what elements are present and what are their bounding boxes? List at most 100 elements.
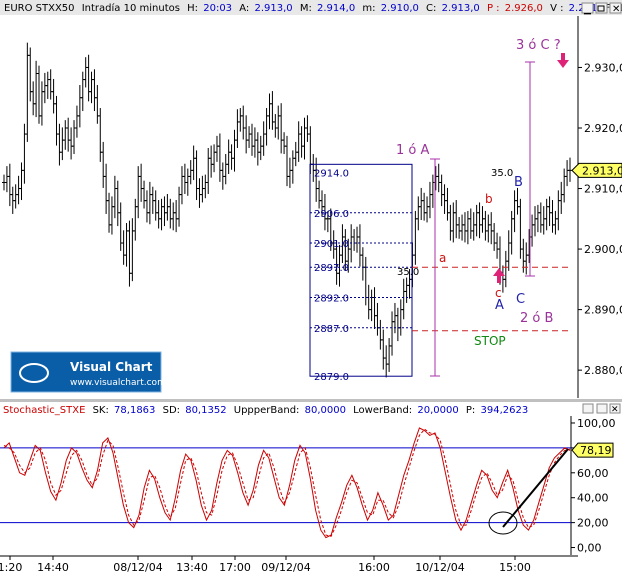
stoch-bands bbox=[0, 447, 571, 524]
trendline-annotation bbox=[502, 448, 569, 528]
c-label: C: bbox=[426, 3, 436, 14]
label-b: b bbox=[485, 192, 493, 206]
price-bars bbox=[2, 42, 572, 378]
fib-level-label: 2892.0 bbox=[314, 294, 349, 305]
last-price-value: 2.913,0 bbox=[582, 164, 622, 177]
wave-annotations: 1 ó A 3 ó C ? 2 ó B B C A b a c STOP 35.… bbox=[396, 38, 569, 377]
price-y-ticks: 2.880,0 2.890,0 2.900,0 2.910,0 2.920,0 2.930… bbox=[578, 61, 622, 377]
up-arrow-icon bbox=[493, 268, 505, 283]
retracement-pct-2: 35.0 bbox=[397, 267, 419, 278]
h-label: H: bbox=[187, 3, 198, 14]
stoch-minimize-button[interactable] bbox=[582, 403, 594, 414]
lower-value: 20,0000 bbox=[417, 405, 458, 416]
close-button[interactable] bbox=[609, 2, 622, 14]
stoch-last-tag: 78,19 bbox=[571, 442, 614, 458]
label-a: a bbox=[439, 251, 446, 265]
price-header: EURO STXX50 Intradía 10 minutos H: 20:03… bbox=[4, 2, 622, 14]
fib-level-label: 2879.0 bbox=[314, 372, 349, 383]
wave-1a-label: 1 ó A bbox=[396, 143, 429, 158]
upper-label: UppperBand: bbox=[234, 405, 300, 416]
stoch-p-value: 394,2623 bbox=[480, 405, 528, 416]
last-price-marker bbox=[571, 162, 622, 178]
maximize-icon bbox=[597, 5, 605, 12]
price-tick-label: 2.890,0 bbox=[584, 304, 622, 317]
m-label: m: bbox=[362, 3, 375, 14]
down-arrow-icon bbox=[557, 53, 569, 68]
stoch-tick-label: 20,00 bbox=[577, 517, 609, 530]
stop-lines bbox=[412, 266, 570, 332]
stoch-name: Stochastic_STXE bbox=[3, 405, 85, 416]
label-c: c bbox=[495, 286, 502, 300]
stoch-last-marker bbox=[571, 442, 614, 458]
wave-2b-label: 2 ó B bbox=[520, 311, 553, 326]
sk-value: 78,1863 bbox=[114, 405, 155, 416]
time-axis bbox=[0, 556, 622, 576]
h-value: 20:03 bbox=[203, 3, 232, 14]
maximize-button[interactable] bbox=[595, 2, 608, 14]
sk-line bbox=[3, 427, 571, 539]
last-price-tag: 2.913,0 bbox=[571, 162, 622, 178]
sd-value: 80,1352 bbox=[185, 405, 226, 416]
panel-separator[interactable] bbox=[0, 399, 622, 402]
stoch-p-label: P: bbox=[466, 405, 475, 416]
c-value: 2.913,0 bbox=[442, 3, 480, 14]
stoch-window-buttons: ✕ bbox=[582, 403, 621, 415]
time-tick-label: 16:00 bbox=[358, 561, 390, 574]
time-tick-label: 17:00 bbox=[219, 561, 251, 574]
a-value: 2.913,0 bbox=[254, 3, 292, 14]
stoch-tick-label: 100,00 bbox=[577, 417, 616, 430]
stoch-tick-label: 40,00 bbox=[577, 492, 609, 505]
price-tick-label: 2.880,0 bbox=[584, 364, 622, 377]
v-label: V : bbox=[550, 3, 563, 14]
sd-line bbox=[3, 428, 571, 537]
window-buttons: ▁ ✕ bbox=[581, 2, 622, 15]
stoch-tick-label: 60,00 bbox=[577, 467, 609, 480]
time-tick-label: 14:40 bbox=[37, 561, 69, 574]
svg-text:EURO STXX50 Intradía 10: EURO STXX50 Intradía 10 minutos H: 20:03… bbox=[4, 2, 622, 14]
stoch-header-bar bbox=[0, 402, 622, 416]
mx-value: 2.914,0 bbox=[317, 3, 355, 14]
time-tick-label: 10/12/04 bbox=[415, 561, 464, 574]
p-value: 2.926,0 bbox=[505, 3, 543, 14]
label-B: B bbox=[514, 175, 523, 190]
svg-text:Stochastic_STXE SK:: Stochastic_STXE SK: 78,1863 SD: 80,1352 … bbox=[3, 405, 528, 416]
time-tick-label: 15:00 bbox=[499, 561, 531, 574]
time-tick-label: 09/12/04 bbox=[261, 561, 310, 574]
wave-3c-label: 3 ó C ? bbox=[516, 38, 561, 53]
logo-title: Visual Chart bbox=[70, 360, 153, 374]
minimize-button[interactable] bbox=[581, 2, 594, 14]
logo-url: www.visualchart.com bbox=[70, 378, 166, 388]
price-tick-label: 2.900,0 bbox=[584, 243, 622, 256]
m-value: 2.910,0 bbox=[381, 3, 419, 14]
time-tick-label: 1:20 bbox=[0, 561, 22, 574]
stoch-last-value: 78,19 bbox=[580, 444, 612, 457]
price-tick-label: 2.920,0 bbox=[584, 122, 622, 135]
sd-label: SD: bbox=[163, 405, 180, 416]
lower-label: LowerBand: bbox=[353, 405, 412, 416]
logo-swoosh-icon bbox=[19, 363, 49, 383]
stoch-maximize-button[interactable] bbox=[596, 403, 608, 414]
time-tick-label: 08/12/04 bbox=[113, 561, 162, 574]
price-panel: 2.880,0 2.890,0 2.900,0 2.910,0 2.920,0 2.930… bbox=[2, 16, 622, 398]
mx-label: M: bbox=[300, 3, 312, 14]
time-ticks: 1:20 14:40 08/12/04 13:40 17:00 09/12/04 16:00… bbox=[0, 556, 531, 574]
stop-label: STOP bbox=[474, 334, 506, 348]
logo-box bbox=[10, 351, 162, 393]
fibonacci-box: 2914.0 2906.0 2901.0 2897.0 2892.0 2887.0 2879… bbox=[309, 163, 413, 383]
a-label: A: bbox=[239, 3, 249, 14]
close-icon: ✕ bbox=[612, 4, 620, 15]
label-C: C bbox=[516, 292, 525, 307]
stoch-close-icon: ✕ bbox=[611, 405, 619, 415]
stoch-close-button[interactable] bbox=[609, 403, 621, 414]
stoch-lines bbox=[3, 427, 571, 539]
oversold-circle-annotation bbox=[488, 511, 518, 535]
price-tick-label: 2.930,0 bbox=[584, 61, 622, 74]
stochastic-panel: Stochastic_STXE SK: 78,1863 SD: 80,1352 … bbox=[0, 402, 622, 555]
fib-frame bbox=[309, 163, 413, 377]
symbol-label: EURO STXX50 bbox=[4, 3, 75, 14]
visual-chart-logo: Visual Chart www.visualchart.com bbox=[10, 351, 166, 393]
upper-value: 80,0000 bbox=[305, 405, 346, 416]
time-tick-label: 13:40 bbox=[176, 561, 208, 574]
